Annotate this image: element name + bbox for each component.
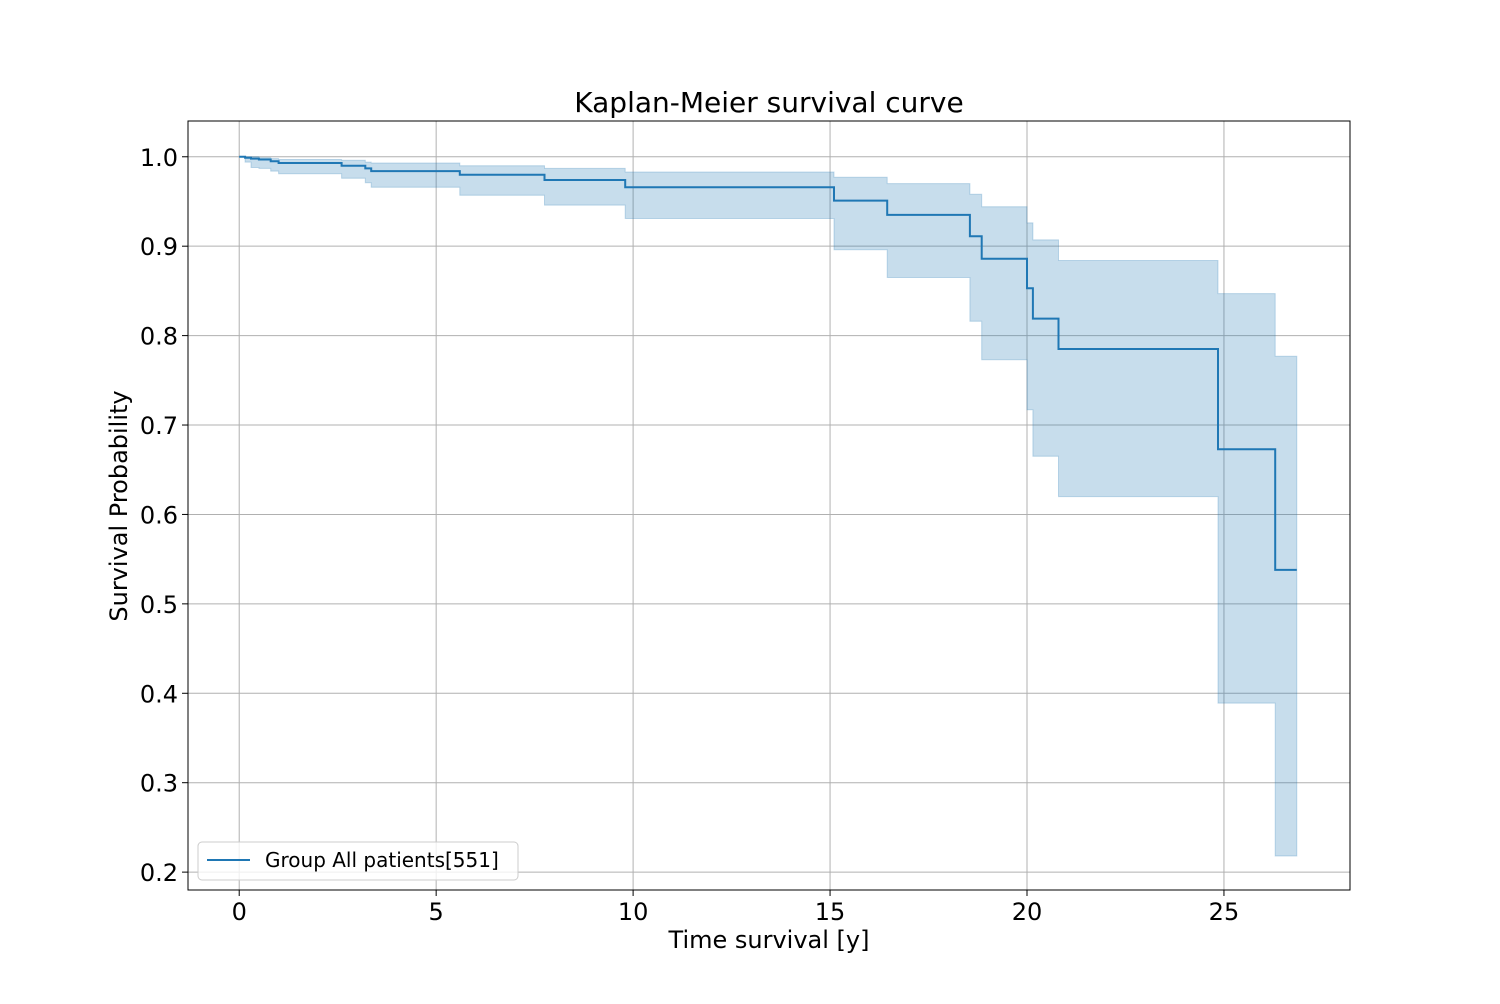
y-tick-label: 0.3 (140, 770, 178, 798)
y-tick-label: 0.7 (140, 412, 178, 440)
x-axis-label: Time survival [y] (668, 926, 870, 954)
y-tick-label: 0.9 (140, 233, 178, 261)
survival-curve-line (239, 155, 1297, 571)
x-tick-label: 20 (1012, 898, 1043, 926)
x-tick-label: 25 (1209, 898, 1240, 926)
confidence-band (239, 156, 1298, 857)
survival-curve-layer (239, 155, 1297, 571)
x-tick-label: 10 (618, 898, 649, 926)
legend-label: Group All patients[551] (265, 848, 499, 872)
grid (188, 121, 1350, 890)
y-tick-label: 0.2 (140, 859, 178, 887)
confidence-band-layer (239, 156, 1298, 857)
legend: Group All patients[551] (197, 841, 519, 881)
x-tick-label: 0 (232, 898, 247, 926)
y-tick-label: 0.8 (140, 323, 178, 351)
y-tick-label: 1.0 (140, 144, 178, 172)
y-tick-label: 0.4 (140, 680, 178, 708)
y-tick-label: 0.6 (140, 501, 178, 529)
legend-box (197, 841, 519, 881)
y-axis-ticks: 0.2 0.3 0.4 0.5 0.6 0.7 0.8 0.9 1.0 (140, 144, 188, 887)
y-tick-label: 0.5 (140, 591, 178, 619)
x-tick-label: 5 (429, 898, 444, 926)
x-axis-ticks: 0 5 10 15 20 25 (232, 890, 1240, 926)
plot-area-frame (187, 120, 1351, 891)
chart-title: Kaplan-Meier survival curve (574, 86, 963, 119)
x-tick-label: 15 (815, 898, 846, 926)
y-axis-label: Survival Probability (105, 390, 133, 621)
